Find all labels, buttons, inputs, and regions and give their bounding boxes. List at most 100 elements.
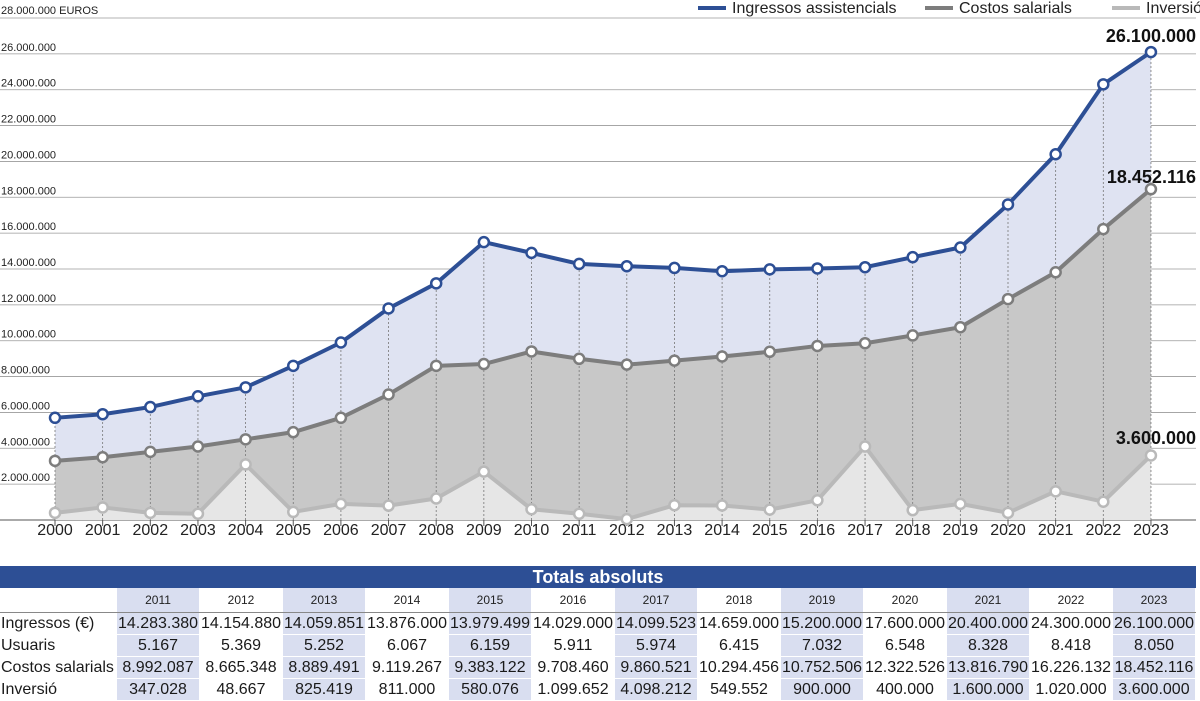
table-row: Inversió 347.028 48.667 825.419 811.000 580.0… bbox=[0, 678, 1196, 701]
value-callouts: 26.100.000 18.452.116 3.600.000 bbox=[1106, 26, 1196, 448]
line-chart: 2.000.000 4.000.000 6.000.000 8.000.000 10.0… bbox=[0, 0, 1200, 539]
table-cell: 14.029.000 bbox=[531, 612, 615, 635]
data-point-2 bbox=[1144, 449, 1158, 462]
table-cell: 5.369 bbox=[199, 634, 283, 657]
table-cell: 12.322.526 bbox=[863, 656, 947, 679]
data-point-2 bbox=[96, 501, 109, 514]
x-tick-label: 2005 bbox=[275, 522, 311, 539]
data-point-2 bbox=[1001, 506, 1015, 520]
x-tick-label: 2010 bbox=[514, 522, 550, 539]
table-cell: 24.300.000 bbox=[1029, 612, 1113, 635]
table-cell: 14.154.880 bbox=[199, 612, 283, 635]
data-point-1 bbox=[334, 411, 348, 425]
table-cell: 1.020.000 bbox=[1029, 678, 1113, 701]
data-point-0 bbox=[858, 260, 872, 274]
table-cell: 9.860.521 bbox=[614, 656, 698, 679]
y-tick-label: 24.000.000 bbox=[1, 78, 56, 90]
data-point-1 bbox=[715, 350, 729, 363]
data-point-2 bbox=[477, 465, 491, 478]
data-point-0 bbox=[906, 250, 919, 264]
table-cell: 10.294.456 bbox=[697, 656, 781, 679]
table-year-header: 2023 bbox=[1112, 588, 1196, 613]
x-tick-label: 2014 bbox=[704, 522, 740, 539]
data-point-0 bbox=[191, 390, 205, 403]
x-tick-label: 2022 bbox=[1086, 522, 1122, 539]
data-point-1 bbox=[525, 345, 538, 358]
data-point-1 bbox=[620, 358, 634, 371]
data-point-1 bbox=[1144, 182, 1158, 196]
table-cell: 5.974 bbox=[614, 634, 698, 657]
data-point-1 bbox=[1049, 266, 1062, 279]
table-row-label: Inversió bbox=[0, 678, 117, 701]
data-point-1 bbox=[191, 440, 205, 453]
table-cell: 14.659.000 bbox=[697, 612, 781, 635]
data-point-2 bbox=[1097, 495, 1110, 508]
y-tick-label: 14.000.000 bbox=[1, 257, 56, 269]
data-point-1 bbox=[763, 345, 776, 359]
table-cell: 1.099.652 bbox=[531, 678, 615, 701]
table-cell: 8.050 bbox=[1112, 634, 1196, 657]
table-cell: 13.816.790 bbox=[946, 656, 1030, 679]
data-point-1 bbox=[239, 433, 252, 446]
data-point-2 bbox=[715, 499, 729, 512]
table-cell: 5.911 bbox=[531, 634, 615, 657]
data-point-0 bbox=[477, 235, 491, 249]
data-point-0 bbox=[429, 277, 443, 290]
table-cell: 825.419 bbox=[282, 678, 366, 701]
table-cell: 14.283.380 bbox=[116, 612, 200, 635]
data-point-1 bbox=[858, 336, 872, 350]
data-point-2 bbox=[191, 507, 205, 520]
table-cell: 9.383.122 bbox=[448, 656, 532, 679]
value-callout-0: 26.100.000 bbox=[1106, 26, 1196, 46]
data-point-2 bbox=[48, 506, 62, 520]
data-point-2 bbox=[525, 502, 538, 516]
data-point-0 bbox=[954, 241, 967, 254]
table-row-label: Usuaris bbox=[0, 634, 117, 657]
table-cell: 8.889.491 bbox=[282, 656, 366, 679]
data-point-1 bbox=[96, 451, 109, 464]
x-tick-label: 2018 bbox=[895, 522, 931, 539]
table-cell: 9.708.460 bbox=[531, 656, 615, 679]
area-1 bbox=[55, 189, 1151, 520]
data-point-0 bbox=[811, 262, 824, 275]
table-cell: 8.665.348 bbox=[199, 656, 283, 679]
data-point-1 bbox=[668, 354, 681, 367]
x-tick-label: 2016 bbox=[800, 522, 836, 539]
table-cell: 8.328 bbox=[946, 634, 1030, 657]
x-tick-label: 2015 bbox=[752, 522, 788, 539]
data-point-1 bbox=[1001, 292, 1015, 306]
data-point-2 bbox=[144, 506, 157, 520]
data-points bbox=[48, 45, 1158, 526]
table-header-row: 2011 2012 2013 2014 2015 2016 2017 2018 2019 2020… bbox=[0, 588, 1196, 613]
series-lines bbox=[54, 50, 1153, 522]
x-tick-label: 2009 bbox=[466, 522, 502, 539]
y-unit-label: 28.000.000 EUROS bbox=[1, 5, 98, 17]
data-point-2 bbox=[811, 494, 824, 507]
y-tick-label: 2.000.000 bbox=[1, 472, 50, 484]
table-year-header: 2019 bbox=[780, 588, 864, 613]
table-cell: 900.000 bbox=[780, 678, 864, 701]
table-cell: 48.667 bbox=[199, 678, 283, 701]
x-tick-label: 2011 bbox=[562, 522, 597, 539]
table-cell: 17.600.000 bbox=[863, 612, 947, 635]
x-tick-label: 2023 bbox=[1133, 522, 1169, 539]
axis-labels: 2.000.000 4.000.000 6.000.000 8.000.000 10.0… bbox=[1, 5, 1169, 539]
x-tick-label: 2017 bbox=[847, 522, 883, 539]
table-cell: 26.100.000 bbox=[1112, 612, 1196, 635]
data-point-1 bbox=[429, 359, 443, 373]
table-cell: 549.552 bbox=[697, 678, 781, 701]
data-point-2 bbox=[906, 503, 919, 517]
series-line-1 bbox=[54, 187, 1153, 463]
table-cell: 14.099.523 bbox=[614, 612, 698, 635]
data-point-0 bbox=[1097, 78, 1110, 91]
table-cell: 6.548 bbox=[863, 634, 947, 657]
series-areas bbox=[55, 52, 1151, 521]
table-cell: 8.418 bbox=[1029, 634, 1113, 657]
table-year-header: 2021 bbox=[946, 588, 1030, 613]
value-callout-1: 18.452.116 bbox=[1107, 167, 1196, 187]
data-point-0 bbox=[96, 407, 109, 421]
table-row: Ingressos (€) 14.283.380 14.154.880 14.059.… bbox=[0, 612, 1196, 635]
data-point-2 bbox=[668, 498, 681, 512]
table-year-header: 2022 bbox=[1029, 588, 1113, 613]
data-point-1 bbox=[906, 329, 919, 342]
